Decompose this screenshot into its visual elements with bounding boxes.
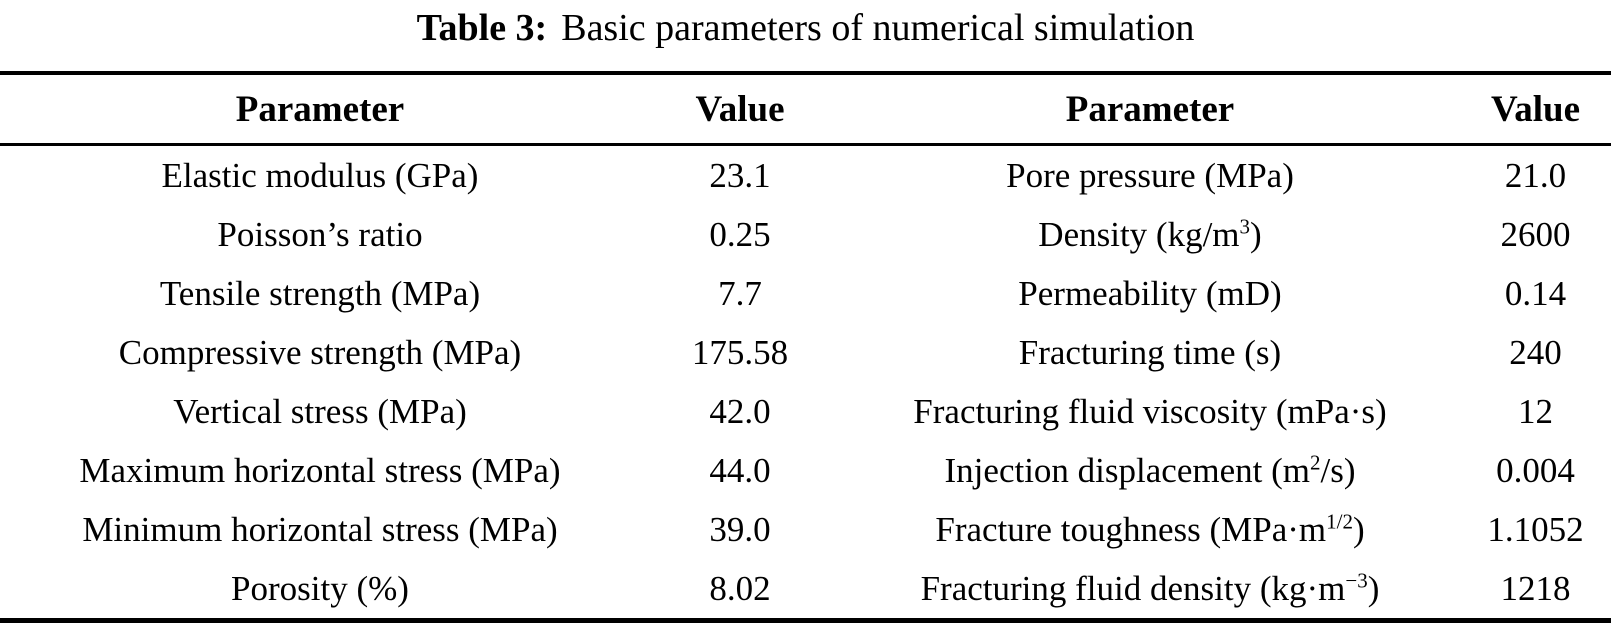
table-body: Elastic modulus (GPa) 23.1 Pore pressure… <box>0 146 1611 618</box>
table-row: Poisson’s ratio 0.25 Density (kg/m3) 260… <box>0 205 1611 264</box>
param-cell: Maximum horizontal stress (MPa) <box>79 451 561 490</box>
value-cell: 1218 <box>1500 569 1571 608</box>
param-cell: Fracturing fluid density (kg·m−3) <box>920 568 1380 608</box>
param-cell: Minimum horizontal stress (MPa) <box>82 510 558 549</box>
header-parameter-left: Parameter <box>235 88 405 130</box>
value-cell: 240 <box>1509 333 1562 372</box>
param-cell: Fracturing time (s) <box>1018 333 1282 372</box>
param-cell: Compressive strength (MPa) <box>118 333 522 372</box>
param-cell: Fracturing fluid viscosity (mPa·s) <box>913 392 1387 431</box>
table-row: Minimum horizontal stress (MPa) 39.0 Fra… <box>0 500 1611 559</box>
header-value-right: Value <box>1490 88 1581 130</box>
param-cell: Density (kg/m3) <box>1038 214 1262 254</box>
value-cell: 42.0 <box>709 392 771 431</box>
param-cell: Porosity (%) <box>231 569 409 608</box>
value-cell: 1.1052 <box>1487 510 1584 549</box>
param-cell: Pore pressure (MPa) <box>1006 156 1294 195</box>
header-parameter-right: Parameter <box>1065 88 1235 130</box>
table-caption-number: Table 3: <box>416 7 548 49</box>
table-header-row: Parameter Value Parameter Value <box>0 75 1611 143</box>
value-cell: 23.1 <box>709 156 771 195</box>
table-row: Porosity (%) 8.02 Fracturing fluid densi… <box>0 559 1611 618</box>
table-row: Compressive strength (MPa) 175.58 Fractu… <box>0 323 1611 382</box>
value-cell: 21.0 <box>1504 156 1567 195</box>
value-cell: 44.0 <box>709 451 771 490</box>
table-row: Maximum horizontal stress (MPa) 44.0 Inj… <box>0 441 1611 500</box>
value-cell: 2600 <box>1500 215 1571 254</box>
value-cell: 0.25 <box>709 215 771 254</box>
value-cell: 0.004 <box>1496 451 1575 490</box>
table-row: Tensile strength (MPa) 7.7 Permeability … <box>0 264 1611 323</box>
param-cell: Tensile strength (MPa) <box>159 274 481 313</box>
param-cell: Permeability (mD) <box>1018 274 1282 313</box>
header-value-left: Value <box>695 88 785 130</box>
param-cell: Poisson’s ratio <box>217 215 423 254</box>
value-cell: 39.0 <box>709 510 771 549</box>
param-cell: Elastic modulus (GPa) <box>161 156 479 195</box>
value-cell: 0.14 <box>1504 274 1567 313</box>
table-bottom-rule <box>0 618 1611 623</box>
table-caption: Table 3: Basic parameters of numerical s… <box>0 0 1611 71</box>
table-top-rule <box>0 71 1611 75</box>
value-cell: 7.7 <box>718 274 762 313</box>
table-row: Elastic modulus (GPa) 23.1 Pore pressure… <box>0 146 1611 205</box>
value-cell: 8.02 <box>709 569 771 608</box>
table-row: Vertical stress (MPa) 42.0 Fracturing fl… <box>0 382 1611 441</box>
table-header-rule <box>0 143 1611 146</box>
value-cell: 175.58 <box>691 333 789 372</box>
param-cell: Vertical stress (MPa) <box>173 392 467 431</box>
table-caption-text: Basic parameters of numerical simulation <box>561 7 1195 49</box>
param-cell: Injection displacement (m2/s) <box>944 450 1356 490</box>
param-cell: Fracture toughness (MPa·m1/2) <box>935 509 1365 549</box>
value-cell: 12 <box>1518 392 1553 431</box>
